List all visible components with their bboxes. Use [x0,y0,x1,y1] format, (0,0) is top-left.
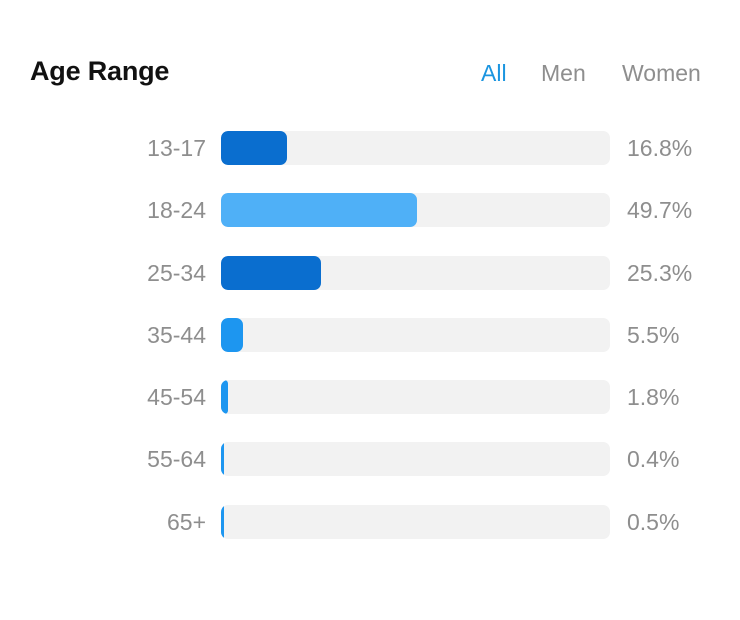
category-label: 35-44 [147,322,206,348]
bar-fill [221,380,229,414]
bar-track [221,442,610,476]
value-label: 49.7% [627,197,693,223]
gender-tabs: All Men Women [0,60,740,90]
bar-track [221,193,610,227]
bar-row: 13-17 16.8% [0,131,740,171]
bar-row: 55-64 0.4% [0,442,740,482]
page-title: Age Range [30,56,170,86]
value-label: 25.3% [627,260,693,286]
bar-track [221,318,610,352]
tab-all[interactable]: All [481,60,507,86]
bar-row: 25-34 25.3% [0,256,740,296]
bar-fill [221,442,224,476]
value-label: 16.8% [627,135,693,161]
bar-track [221,131,610,165]
bar-fill [221,256,321,290]
category-label: 25-34 [147,260,206,286]
category-label: 18-24 [147,197,206,223]
value-label: 1.8% [627,384,680,410]
bar-track [221,505,610,539]
category-label: 55-64 [147,446,206,472]
category-label: 45-54 [147,384,206,410]
bar-row: 65+ 0.5% [0,505,740,545]
category-label: 65+ [166,509,206,535]
bar-fill [221,131,288,165]
tab-men[interactable]: Men [541,60,586,86]
bar-track [221,380,610,414]
category-label: 13-17 [147,135,206,161]
value-label: 5.5% [627,322,680,348]
bar-row: 45-54 1.8% [0,380,740,420]
bar-fill [221,505,224,539]
bar-fill [221,318,243,352]
bar-row: 18-24 49.7% [0,193,740,233]
bar-track [221,256,610,290]
value-label: 0.4% [627,446,680,472]
tab-women[interactable]: Women [622,60,701,86]
bar-fill [221,193,417,227]
value-label: 0.5% [627,509,680,535]
bar-row: 35-44 5.5% [0,318,740,358]
